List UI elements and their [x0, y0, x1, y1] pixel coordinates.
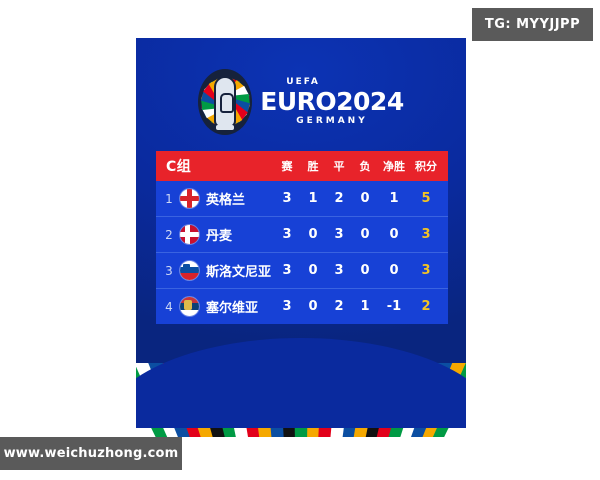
stat-drawn: 3 — [334, 263, 344, 278]
stat-goal-diff: -1 — [386, 299, 402, 314]
euro-2024-text: EURO2024 — [260, 87, 404, 116]
stat-played: 3 — [282, 299, 292, 314]
team-cell: 4 塞尔维亚 — [156, 297, 274, 316]
trophy-emblem-icon — [198, 69, 253, 135]
group-c-standings-table: C组 赛 胜 平 负 净胜 积分 1 英格兰 3 1 2 0 1 5 — [156, 151, 448, 324]
column-header-points: 积分 — [415, 160, 437, 173]
team-name: 塞尔维亚 — [206, 301, 259, 316]
uefa-text: UEFA — [286, 77, 320, 87]
watermark-bottom-left: www.weichuzhong.com — [0, 437, 182, 470]
column-header-played: 赛 — [281, 160, 293, 173]
stat-lost: 1 — [360, 299, 370, 314]
stat-played: 3 — [282, 227, 292, 242]
team-cell: 1 英格兰 — [156, 189, 274, 208]
watermark-top-right: TG: MYYJJPP — [472, 8, 593, 41]
stat-points: 5 — [421, 191, 431, 206]
stat-lost: 0 — [360, 191, 370, 206]
stat-goal-diff: 1 — [389, 191, 399, 206]
stat-points: 3 — [421, 227, 431, 242]
group-label: C组 — [166, 159, 192, 175]
flag-serbia-icon — [180, 297, 199, 316]
euro-2024-logo: UEFA EURO2024 GERMANY — [136, 62, 466, 142]
column-header-lost: 负 — [359, 160, 371, 173]
rank-number: 3 — [165, 263, 173, 278]
table-row[interactable]: 4 塞尔维亚 3 0 2 1 -1 2 — [156, 289, 448, 324]
team-cell: 3 斯洛文尼亚 — [156, 261, 274, 280]
stat-lost: 0 — [360, 227, 370, 242]
euro-2024-standings-poster: UEFA EURO2024 GERMANY C组 赛 胜 平 负 净胜 积分 1… — [136, 38, 466, 437]
rank-number: 1 — [165, 191, 173, 206]
stat-lost: 0 — [360, 263, 370, 278]
flag-england-icon — [180, 189, 199, 208]
stat-played: 3 — [282, 263, 292, 278]
table-row[interactable]: 2 丹麦 3 0 3 0 0 3 — [156, 217, 448, 253]
flag-denmark-icon — [180, 225, 199, 244]
stat-won: 0 — [308, 299, 318, 314]
column-header-drawn: 平 — [333, 160, 345, 173]
team-name: 丹麦 — [206, 229, 233, 244]
euro-wordmark: UEFA EURO2024 GERMANY — [260, 77, 404, 126]
stat-played: 3 — [282, 191, 292, 206]
stat-goal-diff: 0 — [389, 227, 399, 242]
rank-number: 4 — [165, 299, 173, 314]
stat-won: 0 — [308, 227, 318, 242]
stat-goal-diff: 0 — [389, 263, 399, 278]
stat-won: 1 — [308, 191, 318, 206]
table-body: 1 英格兰 3 1 2 0 1 5 2 丹麦 3 0 3 — [156, 181, 448, 324]
stat-drawn: 3 — [334, 227, 344, 242]
blue-arc-divider — [136, 338, 466, 428]
team-cell: 2 丹麦 — [156, 225, 274, 244]
germany-text: GERMANY — [296, 116, 368, 126]
trophy-cup-shape — [216, 78, 235, 130]
team-name: 英格兰 — [206, 193, 246, 208]
table-header-row: C组 赛 胜 平 负 净胜 积分 — [156, 151, 448, 181]
stat-drawn: 2 — [334, 191, 344, 206]
stat-drawn: 2 — [334, 299, 344, 314]
column-header-goal-diff: 净胜 — [383, 160, 405, 173]
stat-points: 2 — [421, 299, 431, 314]
flag-slovenia-icon — [180, 261, 199, 280]
team-name: 斯洛文尼亚 — [206, 265, 272, 280]
table-row[interactable]: 3 斯洛文尼亚 3 0 3 0 0 3 — [156, 253, 448, 289]
table-row[interactable]: 1 英格兰 3 1 2 0 1 5 — [156, 181, 448, 217]
stat-points: 3 — [421, 263, 431, 278]
rank-number: 2 — [165, 227, 173, 242]
stat-won: 0 — [308, 263, 318, 278]
column-header-won: 胜 — [307, 160, 319, 173]
